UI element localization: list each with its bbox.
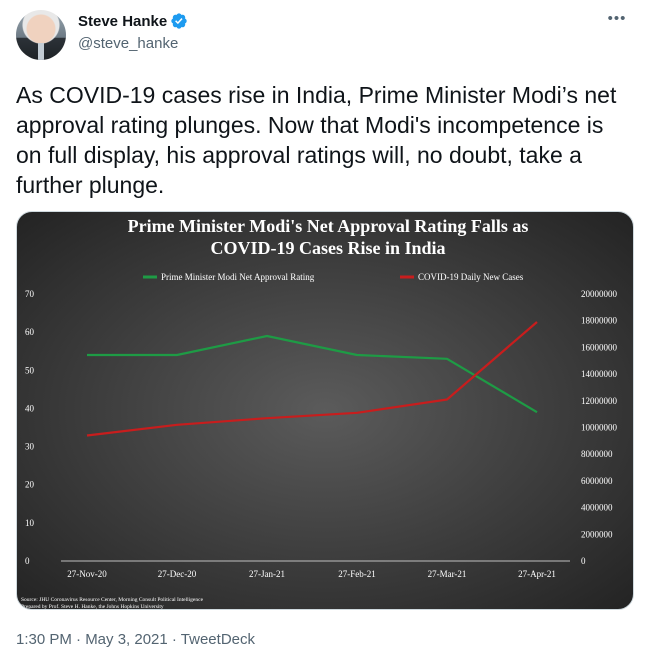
y-left-tick-label: 50 xyxy=(25,365,35,375)
chart-axes: 0 10 20 30 40 50 60 70 0 2000000 4000000 6000000 800… xyxy=(25,289,618,579)
y-left-tick-label: 70 xyxy=(25,289,35,299)
y-right-tick-label: 12000000 xyxy=(581,396,618,406)
y-right-tick-label: 10000000 xyxy=(581,423,618,433)
y-left-tick-label: 10 xyxy=(25,518,35,528)
handle[interactable]: @steve_hanke xyxy=(78,35,179,52)
tweet-header: Steve Hanke @steve_hanke ••• xyxy=(16,10,631,62)
tweet-media-chart[interactable]: Prime Minister Modi's Net Approval Ratin… xyxy=(16,211,634,610)
y-right-tick-label: 20000000 xyxy=(581,289,618,299)
x-tick-label: 27-Apr-21 xyxy=(518,569,556,579)
y-right-tick-label: 14000000 xyxy=(581,369,618,379)
chart-source-line2: Prepared by Prof. Steve H. Hanke, the Jo… xyxy=(21,603,164,610)
avatar[interactable] xyxy=(16,10,66,60)
chart-title-line2: COVID-19 Cases Rise in India xyxy=(210,238,445,258)
chart-source-line1: Source: JHU Coronavirus Resource Center,… xyxy=(21,597,204,603)
y-right-tick-label: 0 xyxy=(581,556,586,566)
y-left-tick-label: 30 xyxy=(25,442,35,452)
x-tick-label: 27-Dec-20 xyxy=(158,569,197,579)
series-line-approval xyxy=(87,334,538,414)
more-options-icon[interactable]: ••• xyxy=(607,10,627,27)
y-left-tick-label: 40 xyxy=(25,403,35,413)
x-tick-label: 27-Feb-21 xyxy=(338,569,376,579)
line-chart: Prime Minister Modi's Net Approval Ratin… xyxy=(21,216,618,610)
y-right-tick-label: 4000000 xyxy=(581,503,613,513)
chart-title-line1: Prime Minister Modi's Net Approval Ratin… xyxy=(128,216,529,236)
legend-label-approval: Prime Minister Modi Net Approval Rating xyxy=(161,272,315,282)
y-right-tick-label: 6000000 xyxy=(581,476,613,486)
tweet-timestamp[interactable]: 1:30 PM · May 3, 2021 · TweetDeck xyxy=(16,631,255,648)
y-left-tick-label: 0 xyxy=(25,556,30,566)
chart-series xyxy=(86,321,538,437)
x-tick-label: 27-Jan-21 xyxy=(249,569,285,579)
series-line-cases xyxy=(86,321,538,437)
x-tick-label: 27-Mar-21 xyxy=(428,569,467,579)
x-tick-label: 27-Nov-20 xyxy=(67,569,107,579)
y-left-tick-label: 20 xyxy=(25,480,35,490)
legend-label-cases: COVID-19 Daily New Cases xyxy=(418,272,524,282)
y-left-tick-label: 60 xyxy=(25,327,35,337)
tweet-text: As COVID-19 cases rise in India, Prime M… xyxy=(16,82,617,198)
y-right-tick-label: 8000000 xyxy=(581,449,613,459)
y-right-tick-label: 16000000 xyxy=(581,342,618,352)
author-names: Steve Hanke @steve_hanke xyxy=(78,12,188,54)
display-name[interactable]: Steve Hanke xyxy=(78,13,168,30)
y-right-tick-label: 2000000 xyxy=(581,529,613,539)
y-right-tick-label: 18000000 xyxy=(581,316,618,326)
verified-badge-icon xyxy=(171,13,187,29)
